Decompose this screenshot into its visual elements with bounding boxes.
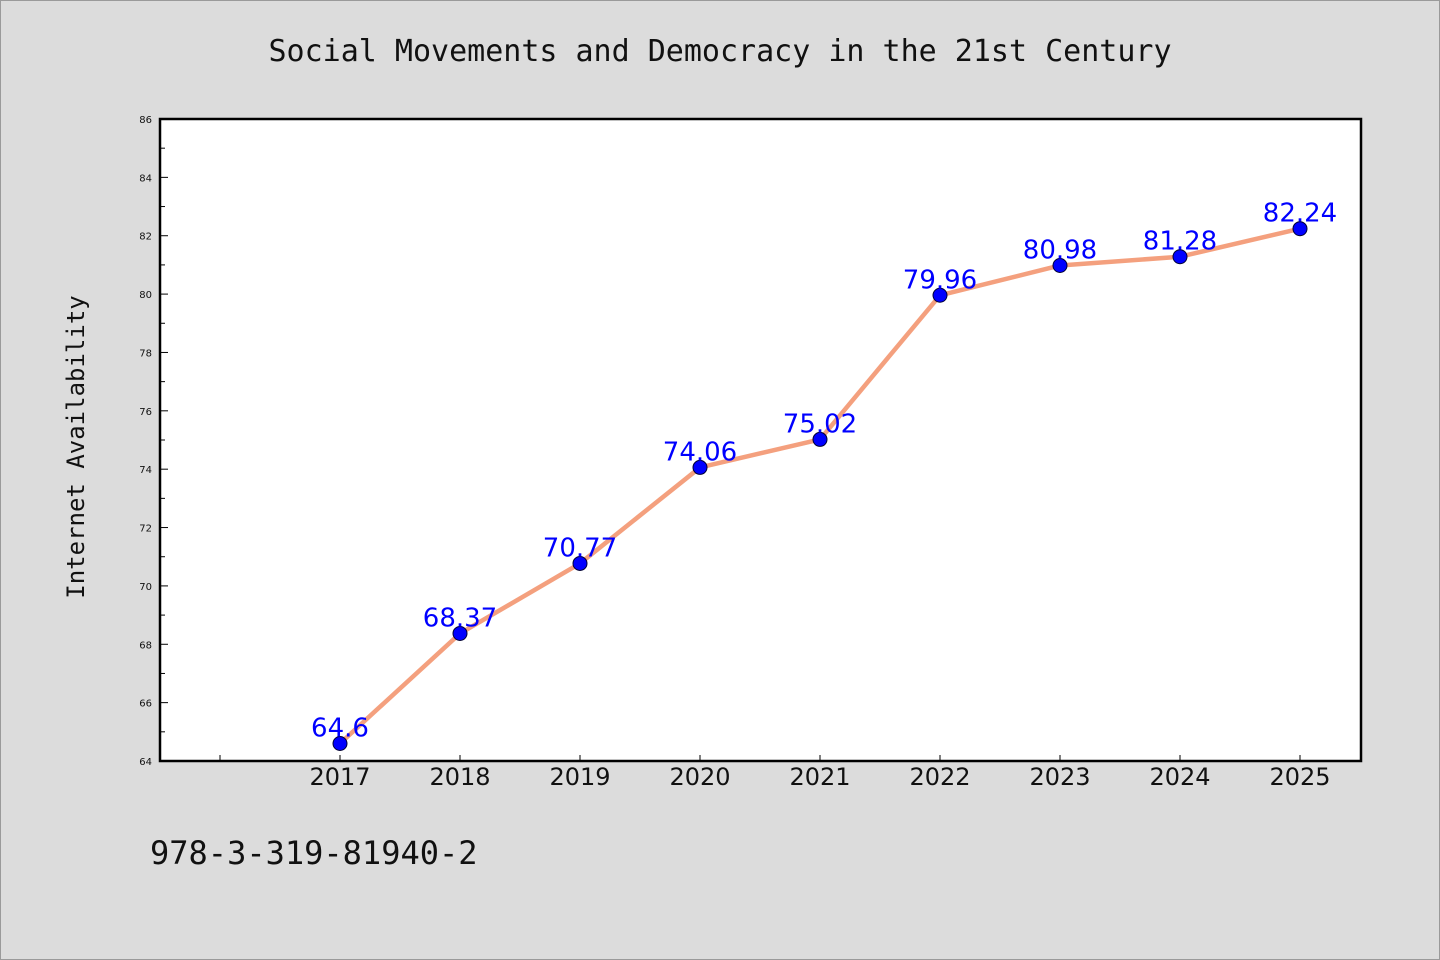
data-point xyxy=(1172,249,1188,265)
y-tick-label: 66 xyxy=(139,699,152,710)
y-tick-label: 78 xyxy=(139,348,152,359)
x-tick-label: 2023 xyxy=(1029,763,1090,791)
y-tick-label: 76 xyxy=(139,407,152,418)
chart-title: Social Movements and Democracy in the 21… xyxy=(268,34,1172,69)
plot-area xyxy=(158,117,1363,763)
y-tick-label: 70 xyxy=(139,582,152,593)
y-tick-label: 72 xyxy=(139,524,152,535)
x-tick-label: 2017 xyxy=(309,763,370,791)
y-tick-label: 64 xyxy=(139,757,152,768)
data-label: 81.28 xyxy=(1143,227,1217,257)
x-tick-label: 2021 xyxy=(789,763,850,791)
data-point xyxy=(332,735,348,751)
x-tick-label: 2025 xyxy=(1269,763,1330,791)
x-tick-label: 2022 xyxy=(909,763,970,791)
x-tick-label: 2020 xyxy=(669,763,730,791)
y-tick-label: 68 xyxy=(139,640,152,651)
data-label: 74.06 xyxy=(663,437,737,467)
y-tick-label: 82 xyxy=(139,232,152,243)
data-point xyxy=(692,459,708,475)
data-point xyxy=(932,287,948,303)
y-tick-label: 84 xyxy=(139,173,152,184)
data-label: 82.24 xyxy=(1263,199,1337,229)
data-label: 70.77 xyxy=(543,533,617,563)
data-point xyxy=(452,625,468,641)
isbn-text: 978-3-319-81940-2 xyxy=(150,834,478,872)
data-point xyxy=(572,555,588,571)
y-tick-label: 80 xyxy=(139,290,152,301)
y-tick-label: 74 xyxy=(139,465,152,476)
data-point xyxy=(1052,257,1068,273)
x-tick-label: 2024 xyxy=(1149,763,1210,791)
data-label: 79.96 xyxy=(903,265,977,295)
data-label: 68.37 xyxy=(423,603,497,633)
data-label: 64.6 xyxy=(311,713,369,743)
data-label: 75.02 xyxy=(783,409,857,439)
x-tick-label: 2018 xyxy=(429,763,490,791)
data-point xyxy=(812,431,828,447)
y-tick-label: 86 xyxy=(139,115,152,126)
data-point xyxy=(1292,221,1308,237)
x-tick-label: 2019 xyxy=(549,763,610,791)
data-label: 80.98 xyxy=(1023,235,1097,265)
